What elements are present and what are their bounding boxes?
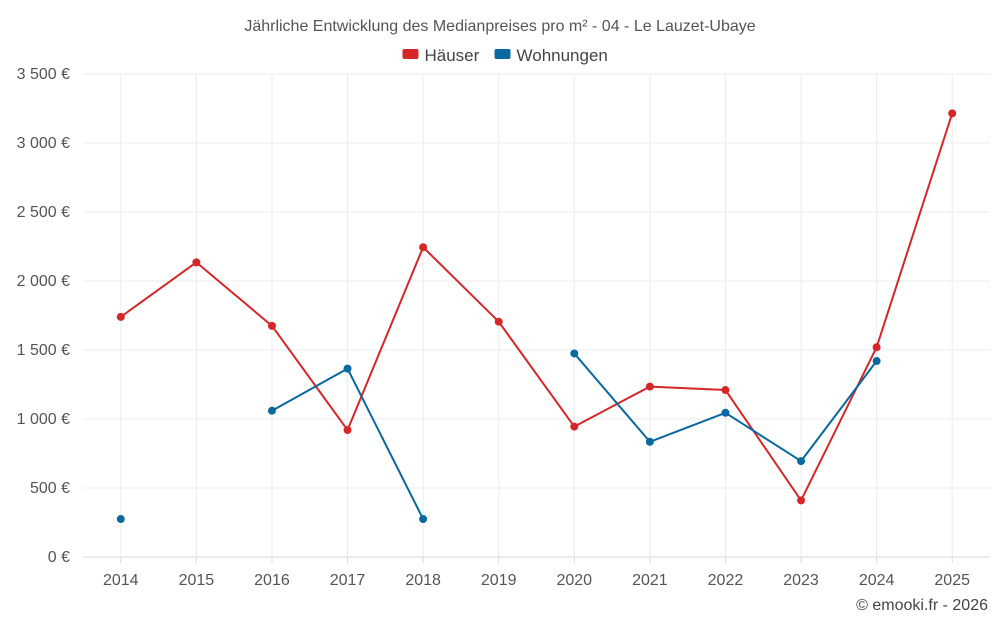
data-point[interactable]	[116, 312, 125, 321]
data-point[interactable]	[419, 515, 428, 524]
x-axis: 2014 2015 2016 2017 2018 2019 2020 2021 2022 2023…	[103, 557, 970, 589]
x-tick-label: 2014	[103, 572, 139, 589]
x-tick-label: 2023	[783, 572, 819, 589]
series-0	[116, 109, 957, 505]
legend-swatch	[402, 49, 419, 59]
chart-grid	[83, 73, 990, 558]
data-point[interactable]	[570, 422, 579, 431]
data-point[interactable]	[267, 321, 276, 330]
data-point[interactable]	[872, 357, 881, 366]
y-tick-label: 2 000 €	[17, 273, 70, 290]
x-tick-label: 2019	[481, 572, 517, 589]
x-tick-label: 2016	[254, 572, 290, 589]
series-1	[116, 349, 881, 524]
data-point[interactable]	[721, 408, 730, 417]
series-line	[120, 113, 954, 502]
legend-item[interactable]: Wohnungen	[494, 46, 608, 65]
x-tick-label: 2025	[934, 572, 970, 589]
data-point[interactable]	[797, 496, 806, 505]
y-tick-label: 0 €	[48, 549, 70, 566]
credit-text: © emooki.fr - 2026	[856, 597, 988, 614]
y-tick-label: 3 500 €	[17, 66, 70, 83]
legend-swatch	[494, 49, 511, 59]
data-point[interactable]	[419, 243, 428, 252]
chart-legend: Häuser Wohnungen	[402, 46, 608, 65]
data-point[interactable]	[797, 457, 806, 466]
data-point[interactable]	[494, 317, 503, 326]
legend-label: Wohnungen	[517, 46, 608, 65]
data-point[interactable]	[948, 109, 957, 118]
legend-item[interactable]: Häuser	[402, 46, 480, 65]
y-tick-label: 1 500 €	[17, 342, 70, 359]
y-tick-label: 3 000 €	[17, 135, 70, 152]
legend-label: Häuser	[425, 46, 480, 65]
x-tick-label: 2018	[405, 572, 441, 589]
x-tick-label: 2017	[330, 572, 366, 589]
x-tick-label: 2021	[632, 572, 668, 589]
y-tick-label: 1 000 €	[17, 411, 70, 428]
y-axis: 0 € 500 € 1 000 € 1 500 € 2 000 € 2 500 € 3 00…	[17, 66, 70, 566]
data-point[interactable]	[192, 258, 201, 267]
data-point[interactable]	[343, 364, 352, 373]
data-point[interactable]	[721, 386, 730, 395]
data-point[interactable]	[645, 437, 654, 446]
chart-title: Jährliche Entwicklung des Medianpreises …	[244, 18, 755, 35]
y-tick-label: 500 €	[30, 480, 70, 497]
data-point[interactable]	[116, 515, 125, 524]
x-tick-label: 2015	[179, 572, 215, 589]
data-point[interactable]	[645, 382, 654, 391]
data-point[interactable]	[570, 349, 579, 358]
x-tick-label: 2022	[708, 572, 744, 589]
data-point[interactable]	[872, 343, 881, 352]
x-tick-label: 2020	[556, 572, 592, 589]
data-point[interactable]	[267, 406, 276, 415]
series-layer	[116, 109, 957, 524]
x-tick-label: 2024	[859, 572, 895, 589]
data-point[interactable]	[343, 426, 352, 435]
y-tick-label: 2 500 €	[17, 204, 70, 221]
